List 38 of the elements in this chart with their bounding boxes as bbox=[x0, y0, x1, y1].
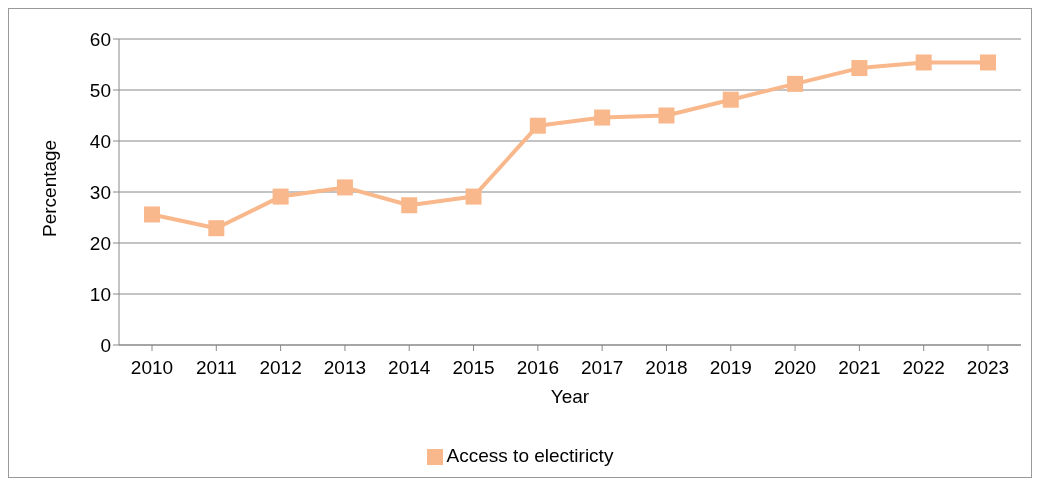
point bbox=[465, 188, 482, 205]
point bbox=[658, 107, 675, 124]
x-tick-label: 2022 bbox=[902, 357, 945, 379]
x-tick-label: 2014 bbox=[388, 357, 431, 379]
legend-label: Access to electiricty bbox=[446, 445, 614, 466]
x-tick-label: 2015 bbox=[452, 357, 495, 379]
x-tick-label: 2018 bbox=[645, 357, 688, 379]
x-tick-label: 2017 bbox=[581, 357, 624, 379]
x-tick-label: 2013 bbox=[323, 357, 367, 379]
y-tick-label: 0 bbox=[100, 334, 111, 356]
point bbox=[336, 179, 353, 196]
y-tick-label: 40 bbox=[89, 130, 111, 152]
point bbox=[401, 197, 418, 214]
y-tick-label: 60 bbox=[89, 28, 111, 50]
point bbox=[851, 60, 868, 77]
x-tick-label: 2020 bbox=[773, 357, 817, 379]
y-tick-label: 30 bbox=[89, 181, 111, 203]
point bbox=[787, 75, 804, 92]
x-tick-label: 2016 bbox=[516, 357, 559, 379]
x-tick-label: 2019 bbox=[709, 357, 752, 379]
x-tick-label: 2010 bbox=[130, 357, 174, 379]
point bbox=[272, 188, 289, 205]
point bbox=[208, 220, 225, 237]
x-axis-title: Year bbox=[550, 386, 590, 407]
y-axis-title: Percentage bbox=[38, 139, 60, 237]
x-tick-label: 2011 bbox=[195, 357, 237, 379]
y-tick-label: 10 bbox=[89, 283, 111, 305]
point bbox=[915, 54, 932, 71]
y-tick-label: 50 bbox=[89, 79, 111, 101]
point bbox=[980, 54, 996, 71]
point bbox=[529, 117, 546, 134]
point bbox=[594, 109, 611, 126]
point bbox=[722, 91, 739, 108]
y-tick-label: 20 bbox=[89, 232, 111, 254]
x-tick-label: 2021 bbox=[838, 357, 881, 379]
point bbox=[144, 206, 160, 223]
x-tick-label: 2012 bbox=[259, 357, 302, 379]
x-tick-label: 2023 bbox=[966, 357, 1010, 379]
